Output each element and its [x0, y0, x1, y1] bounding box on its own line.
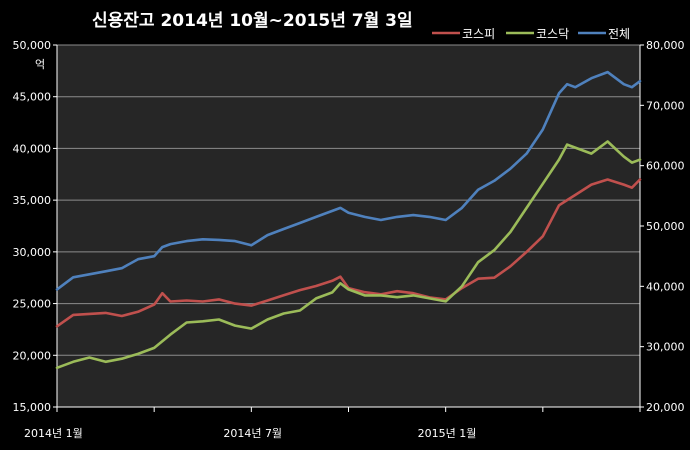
right-tick-label: 20,000 — [646, 401, 685, 414]
legend-label: 코스닥 — [536, 27, 569, 41]
right-tick-label: 80,000 — [646, 39, 685, 52]
x-tick-label: 2015년 1월 — [418, 427, 477, 440]
left-tick-label: 25,000 — [13, 298, 52, 311]
legend: 코스피 코스닥 전체 — [432, 27, 630, 41]
series-line-코스닥 — [55, 140, 642, 370]
chart-title: 신용잔고 2014년 10월~2015년 7월 3일 — [92, 11, 413, 31]
x-tick-label: 2014년 7월 — [223, 427, 282, 440]
left-axis-ticks: 15,000 20,000 25,000 30,000 35,000 40,000 45,0… — [13, 39, 57, 414]
left-tick-label: 15,000 — [13, 401, 52, 414]
right-tick-label: 60,000 — [646, 160, 685, 173]
left-tick-label: 20,000 — [13, 349, 52, 362]
x-axis-labels: 2014년 1월 2014년 7월 2015년 1월 — [24, 427, 476, 440]
series-line-전체 — [55, 70, 642, 291]
left-tick-label: 35,000 — [13, 194, 52, 207]
x-tick-marks — [56, 407, 641, 412]
right-tick-label: 40,000 — [646, 280, 685, 293]
left-tick-label: 30,000 — [13, 246, 52, 259]
right-tick-label: 50,000 — [646, 220, 685, 233]
right-tick-label: 70,000 — [646, 99, 685, 112]
right-axis-ticks: 20,000 30,000 40,000 50,000 60,000 70,000 80,0… — [640, 39, 685, 414]
legend-label: 전체 — [608, 27, 630, 41]
x-tick-label: 2014년 1월 — [24, 427, 83, 440]
legend-label: 코스피 — [462, 27, 495, 41]
left-tick-label: 50,000 — [13, 39, 52, 52]
right-tick-label: 30,000 — [646, 341, 685, 354]
series-lines — [55, 70, 642, 370]
left-tick-label: 45,000 — [13, 91, 52, 104]
y-unit-label: 억 — [35, 58, 45, 71]
left-tick-label: 40,000 — [13, 142, 52, 155]
